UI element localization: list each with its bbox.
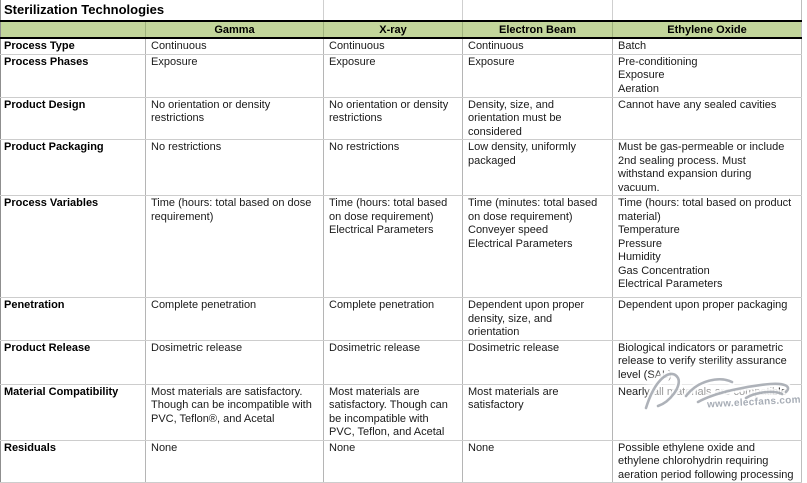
row-label: Process Variables xyxy=(0,195,146,298)
table-row-process-variables: Process Variables Time (hours: total bas… xyxy=(0,195,802,298)
title-grid-cell xyxy=(462,0,613,22)
table-row-process-type: Process Type Continuous Continuous Conti… xyxy=(0,38,802,55)
row-label: Product Design xyxy=(0,97,146,140)
row-label: Process Phases xyxy=(0,54,146,98)
row-label: Penetration xyxy=(0,297,146,341)
table-cell: Continuous xyxy=(462,38,613,55)
table-cell: Dosimetric release xyxy=(145,340,324,385)
table-cell: Batch xyxy=(612,38,802,55)
table-cell: Complete penetration xyxy=(323,297,463,341)
table-cell: Exposure xyxy=(462,54,613,98)
column-header-ethylene-oxide: Ethylene Oxide xyxy=(612,21,802,39)
table-cell: Time (minutes: total based on dose requi… xyxy=(462,195,613,298)
table-cell: Dependent upon proper packaging xyxy=(612,297,802,341)
table-cell: Dependent upon proper density, size, and… xyxy=(462,297,613,341)
table-cell: Cannot have any sealed cavities xyxy=(612,97,802,140)
table-cell: No restrictions xyxy=(145,139,324,196)
table-cell: Most materials are satisfactory. Though … xyxy=(145,384,324,441)
table-cell: Most materials are satisfactory xyxy=(462,384,613,441)
column-header-xray: X-ray xyxy=(323,21,463,39)
table-cell: Most materials are satisfactory. Though … xyxy=(323,384,463,441)
title-cell: Sterilization Technologies xyxy=(0,0,324,22)
table-cell: Time (hours: total based on product mate… xyxy=(612,195,802,298)
table-cell: Pre-conditioning Exposure Aeration xyxy=(612,54,802,98)
table-cell: Time (hours: total based on dose require… xyxy=(323,195,463,298)
row-label: Product Packaging xyxy=(0,139,146,196)
row-label: Product Release xyxy=(0,340,146,385)
title-row: Sterilization Technologies xyxy=(0,0,802,22)
table-cell: Continuous xyxy=(323,38,463,55)
table-cell: Density, size, and orientation must be c… xyxy=(462,97,613,140)
table-cell: No restrictions xyxy=(323,139,463,196)
table-cell: Complete penetration xyxy=(145,297,324,341)
column-header-blank xyxy=(0,21,146,39)
row-label: Process Type xyxy=(0,38,146,55)
table-cell: No orientation or density restrictions xyxy=(145,97,324,140)
table-cell: Continuous xyxy=(145,38,324,55)
title-grid-cell xyxy=(323,0,463,22)
table-cell: Exposure xyxy=(323,54,463,98)
table-cell: Low density, uniformly packaged xyxy=(462,139,613,196)
table-cell: Possible ethylene oxide and ethylene chl… xyxy=(612,440,802,483)
table-header-row: Gamma X-ray Electron Beam Ethylene Oxide xyxy=(0,21,802,39)
table-row-material-compatibility: Material Compatibility Most materials ar… xyxy=(0,384,802,441)
table-cell: Dosimetric release xyxy=(323,340,463,385)
table-cell: Nearly all materials are compatible xyxy=(612,384,802,441)
table-row-process-phases: Process Phases Exposure Exposure Exposur… xyxy=(0,54,802,98)
table-cell: None xyxy=(145,440,324,483)
table-row-product-design: Product Design No orientation or density… xyxy=(0,97,802,140)
row-label: Material Compatibility xyxy=(0,384,146,441)
row-label: Residuals xyxy=(0,440,146,483)
page-title: Sterilization Technologies xyxy=(4,2,165,17)
table-cell: Exposure xyxy=(145,54,324,98)
table-row-product-release: Product Release Dosimetric release Dosim… xyxy=(0,340,802,385)
table-cell: None xyxy=(323,440,463,483)
table-row-product-packaging: Product Packaging No restrictions No res… xyxy=(0,139,802,196)
table-row-residuals: Residuals None None None Possible ethyle… xyxy=(0,440,802,483)
table-cell: Dosimetric release xyxy=(462,340,613,385)
table-cell: Biological indicators or parametric rele… xyxy=(612,340,802,385)
column-header-electron-beam: Electron Beam xyxy=(462,21,613,39)
title-grid-cell xyxy=(612,0,802,22)
table-row-penetration: Penetration Complete penetration Complet… xyxy=(0,297,802,341)
table-cell: No orientation or density restrictions xyxy=(323,97,463,140)
table-cell: Must be gas-permeable or include 2nd sea… xyxy=(612,139,802,196)
column-header-gamma: Gamma xyxy=(145,21,324,39)
table-cell: Time (hours: total based on dose require… xyxy=(145,195,324,298)
table-cell: None xyxy=(462,440,613,483)
